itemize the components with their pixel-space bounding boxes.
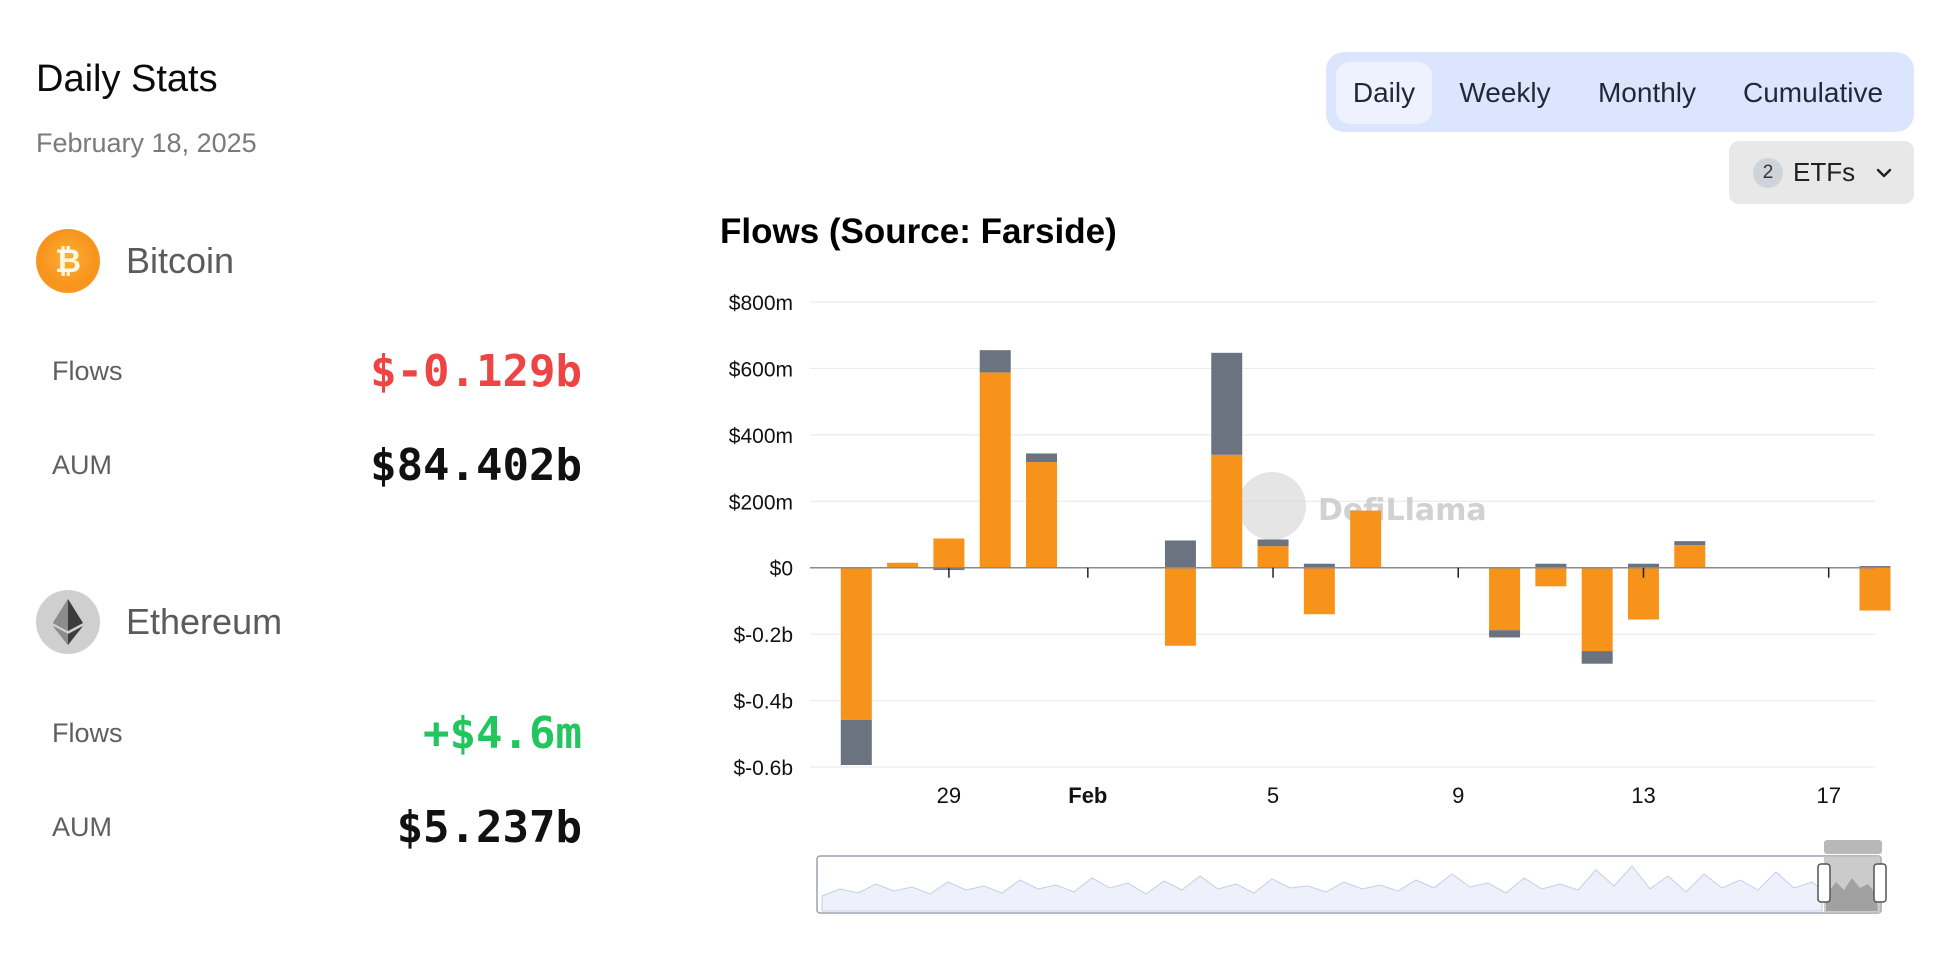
slider-sparkline bbox=[821, 865, 1823, 912]
chart-grid bbox=[810, 301, 1875, 768]
ethereum-bar[interactable] bbox=[1257, 539, 1289, 547]
bitcoin-flows-label: Flows bbox=[52, 356, 123, 386]
x-tick-label: 29 bbox=[937, 783, 961, 808]
y-tick-label: $400m bbox=[729, 425, 793, 448]
ethereum-aum-row: AUM $5.237b bbox=[52, 802, 582, 853]
bitcoin-aum-row: AUM $84.402b bbox=[52, 440, 582, 491]
tab-weekly[interactable]: Weekly bbox=[1459, 77, 1551, 108]
bitcoin-name: Bitcoin bbox=[126, 240, 235, 281]
y-axis: $800m $600m $400m $200m $0 $-0.2b $-0.4b $-0.6b bbox=[729, 292, 793, 780]
x-tick-label: 17 bbox=[1816, 783, 1840, 808]
range-slider[interactable] bbox=[816, 840, 1887, 914]
y-tick-label: $800m bbox=[729, 292, 793, 315]
bitcoin-bar[interactable] bbox=[1674, 545, 1706, 568]
ethereum-bar[interactable] bbox=[1026, 453, 1058, 463]
ethereum-bar[interactable] bbox=[1303, 563, 1335, 568]
bitcoin-bar[interactable] bbox=[1257, 546, 1289, 568]
chart-bars bbox=[840, 350, 1891, 766]
y-tick-label: $-0.6b bbox=[733, 757, 793, 780]
ethereum-bar[interactable] bbox=[1627, 563, 1659, 568]
bitcoin-bar[interactable] bbox=[1026, 462, 1058, 568]
bitcoin-bar[interactable] bbox=[1164, 567, 1196, 646]
bitcoin-bar[interactable] bbox=[1489, 567, 1521, 631]
x-tick-label: 5 bbox=[1267, 783, 1279, 808]
tab-monthly[interactable]: Monthly bbox=[1597, 77, 1697, 108]
etf-count-badge: 2 bbox=[1753, 157, 1783, 188]
etf-filter-label: ETFs bbox=[1793, 157, 1856, 187]
llama-logo-icon bbox=[1238, 472, 1306, 540]
page-title: Daily Stats bbox=[36, 58, 218, 100]
y-tick-label: $-0.2b bbox=[733, 624, 793, 647]
etf-filter-button[interactable]: 2 ETFs bbox=[1729, 141, 1914, 204]
ethereum-bar[interactable] bbox=[1211, 352, 1243, 455]
ethereum-bar[interactable] bbox=[1164, 540, 1196, 568]
bitcoin-aum-value: $84.402b bbox=[370, 440, 582, 491]
bitcoin-header: ₿ Bitcoin bbox=[36, 229, 234, 293]
ethereum-bar[interactable] bbox=[840, 719, 872, 766]
slider-handle-right[interactable] bbox=[1873, 863, 1887, 903]
x-tick-label: 9 bbox=[1452, 783, 1464, 808]
bitcoin-flows-value: $-0.129b bbox=[370, 346, 582, 397]
bitcoin-bar[interactable] bbox=[887, 562, 919, 568]
ethereum-icon bbox=[36, 590, 100, 654]
bitcoin-bar[interactable] bbox=[1303, 567, 1335, 615]
ethereum-bar[interactable] bbox=[1674, 541, 1706, 546]
watermark-text: DefiLlama bbox=[1318, 493, 1487, 528]
svg-text:₿: ₿ bbox=[55, 242, 81, 280]
slider-selected-sparkline bbox=[1826, 878, 1878, 911]
ethereum-flows-value: +$4.6m bbox=[423, 708, 582, 759]
y-tick-label: $0 bbox=[770, 558, 793, 581]
bitcoin-bar[interactable] bbox=[1535, 567, 1567, 587]
chart-title: Flows (Source: Farside) bbox=[720, 212, 1117, 251]
bitcoin-bar[interactable] bbox=[1350, 510, 1382, 568]
ethereum-bar[interactable] bbox=[979, 350, 1011, 373]
bitcoin-bar[interactable] bbox=[979, 372, 1011, 568]
x-tick-label: Feb bbox=[1068, 783, 1107, 808]
bitcoin-bar[interactable] bbox=[840, 567, 872, 720]
tab-cumulative[interactable]: Cumulative bbox=[1742, 77, 1884, 108]
ethereum-bar[interactable] bbox=[1859, 566, 1891, 568]
ethereum-aum-value: $5.237b bbox=[396, 802, 582, 853]
ethereum-flows-row: Flows +$4.6m bbox=[52, 708, 582, 759]
ethereum-name: Ethereum bbox=[126, 601, 283, 642]
x-axis: 29 Feb 5 9 13 17 bbox=[937, 567, 1841, 808]
ethereum-header: Ethereum bbox=[36, 590, 282, 654]
chevron-down-icon bbox=[1876, 168, 1892, 177]
ethereum-bar[interactable] bbox=[1535, 563, 1567, 568]
bitcoin-bar[interactable] bbox=[1581, 567, 1613, 652]
slider-drag-bar[interactable] bbox=[1824, 840, 1882, 854]
slider-handle-left[interactable] bbox=[1817, 863, 1831, 903]
ethereum-aum-label: AUM bbox=[52, 812, 112, 842]
y-tick-label: $600m bbox=[729, 358, 793, 381]
y-tick-label: $200m bbox=[729, 491, 793, 514]
bitcoin-bar[interactable] bbox=[1211, 454, 1243, 568]
defillama-watermark: DefiLlama bbox=[1238, 472, 1487, 540]
tab-daily[interactable]: Daily bbox=[1336, 62, 1432, 124]
stats-date: February 18, 2025 bbox=[36, 128, 257, 158]
bitcoin-bar[interactable] bbox=[1859, 567, 1891, 611]
ethereum-bar[interactable] bbox=[1489, 630, 1521, 638]
ethereum-flows-label: Flows bbox=[52, 718, 123, 748]
y-tick-label: $-0.4b bbox=[733, 691, 793, 714]
x-tick-label: 13 bbox=[1631, 783, 1655, 808]
bitcoin-aum-label: AUM bbox=[52, 450, 112, 480]
period-tabs: Daily Weekly Monthly Cumulative bbox=[1326, 52, 1914, 132]
bitcoin-flows-row: Flows $-0.129b bbox=[52, 346, 582, 397]
ethereum-bar[interactable] bbox=[1581, 651, 1613, 664]
bitcoin-bar[interactable] bbox=[933, 538, 965, 568]
bitcoin-icon: ₿ bbox=[36, 229, 100, 293]
